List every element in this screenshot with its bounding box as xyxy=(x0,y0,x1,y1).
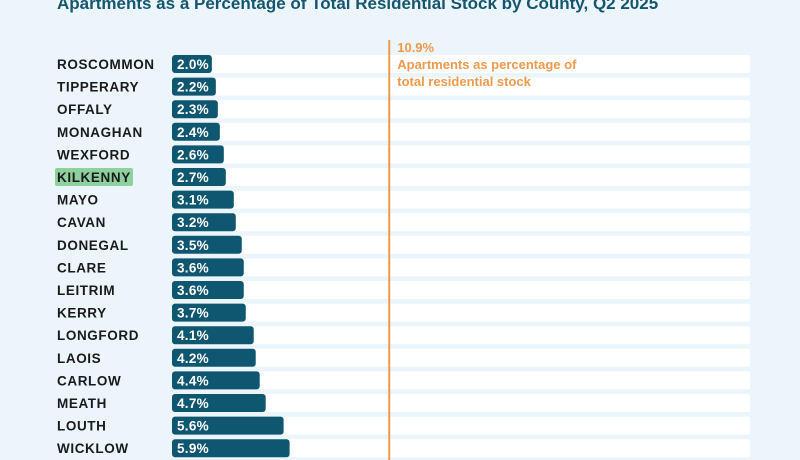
category-highlight-kilkenny xyxy=(55,168,133,186)
bar-track-laois xyxy=(172,348,750,367)
reference-value-label: 10.9% xyxy=(397,40,434,55)
bar-longford xyxy=(172,326,254,345)
category-label-clare: CLARE xyxy=(57,260,107,275)
bar-track-kerry xyxy=(172,303,750,322)
category-label-meath: MEATH xyxy=(57,396,107,411)
value-label-leitrim: 3.6% xyxy=(177,283,209,298)
bar-rows: ROSCOMMON 2.0% TIPPERARY 2.2% OFFALY 2.3% MONA… xyxy=(55,55,750,458)
category-label-leitrim: LEITRIM xyxy=(57,283,115,298)
bar-leitrim xyxy=(172,281,244,299)
bar-track-offaly xyxy=(172,100,750,119)
bar-tipperary xyxy=(172,77,216,96)
bar-track-roscommon xyxy=(172,55,750,73)
bar-track-clare xyxy=(172,258,750,277)
category-label-laois: LAOIS xyxy=(57,351,101,366)
bar-track-wicklow xyxy=(172,439,750,458)
bar-wexford xyxy=(172,145,224,164)
bar-track-monaghan xyxy=(172,122,750,141)
category-label-donegal: DONEGAL xyxy=(57,238,129,253)
bar-offaly xyxy=(172,100,218,119)
category-label-kerry: KERRY xyxy=(57,306,107,321)
category-label-carlow: CARLOW xyxy=(57,373,121,388)
bar-track-carlow xyxy=(172,371,750,390)
bar-meath xyxy=(172,394,266,412)
category-label-longford: LONGFORD xyxy=(57,328,139,343)
bar-kerry xyxy=(172,303,246,322)
bar-track-cavan xyxy=(172,213,750,232)
chart-title: Apartments as a Percentage of Total Resi… xyxy=(57,0,659,13)
bar-track-louth xyxy=(172,416,750,435)
value-label-mayo: 3.1% xyxy=(177,193,209,208)
value-label-laois: 4.2% xyxy=(177,351,209,366)
value-label-kilkenny: 2.7% xyxy=(177,170,209,185)
bar-track-donegal xyxy=(172,235,750,254)
bar-roscommon xyxy=(172,55,212,73)
category-label-cavan: CAVAN xyxy=(57,215,106,230)
category-label-kilkenny: KILKENNY xyxy=(57,170,131,185)
bar-clare xyxy=(172,258,244,277)
value-label-clare: 3.6% xyxy=(177,260,209,275)
value-label-offaly: 2.3% xyxy=(177,102,209,117)
category-label-mayo: MAYO xyxy=(57,193,99,208)
bar-track-tipperary xyxy=(172,77,750,96)
bar-wicklow xyxy=(172,439,290,458)
bar-monaghan xyxy=(172,122,220,141)
value-label-wicklow: 5.9% xyxy=(177,441,209,456)
bar-track-leitrim xyxy=(172,281,750,299)
category-label-monaghan: MONAGHAN xyxy=(57,125,143,140)
bar-kilkenny xyxy=(172,168,226,186)
category-label-wicklow: WICKLOW xyxy=(57,441,129,456)
category-label-louth: LOUTH xyxy=(57,419,107,434)
value-label-cavan: 3.2% xyxy=(177,215,209,230)
bar-track-wexford xyxy=(172,145,750,164)
bar-track-meath xyxy=(172,394,750,412)
value-label-louth: 5.6% xyxy=(177,419,209,434)
value-label-kerry: 3.7% xyxy=(177,306,209,321)
bar-track-mayo xyxy=(172,190,750,209)
category-label-wexford: WEXFORD xyxy=(57,147,130,162)
value-label-monaghan: 2.4% xyxy=(177,125,209,140)
bar-louth xyxy=(172,416,284,435)
value-label-wexford: 2.6% xyxy=(177,147,209,162)
category-label-offaly: OFFALY xyxy=(57,102,113,117)
category-label-tipperary: TIPPERARY xyxy=(57,80,139,95)
value-label-meath: 4.7% xyxy=(177,396,209,411)
value-label-roscommon: 2.0% xyxy=(177,57,209,72)
bar-donegal xyxy=(172,235,242,254)
category-label-roscommon: ROSCOMMON xyxy=(57,57,155,72)
reference-line-group: 10.9% Apartments as percentage of total re… xyxy=(388,40,577,460)
bar-track-longford xyxy=(172,326,750,345)
reference-caption-line-1: Apartments as percentage of xyxy=(397,57,577,72)
value-label-donegal: 3.5% xyxy=(177,238,209,253)
bar-track-kilkenny xyxy=(172,168,750,186)
reference-caption-line-2: total residential stock xyxy=(397,74,531,89)
bar-mayo xyxy=(172,190,234,209)
value-label-tipperary: 2.2% xyxy=(177,80,209,95)
value-label-longford: 4.1% xyxy=(177,328,209,343)
bar-cavan xyxy=(172,213,236,232)
value-label-carlow: 4.4% xyxy=(177,373,209,388)
bar-carlow xyxy=(172,371,260,390)
bar-laois xyxy=(172,348,256,367)
